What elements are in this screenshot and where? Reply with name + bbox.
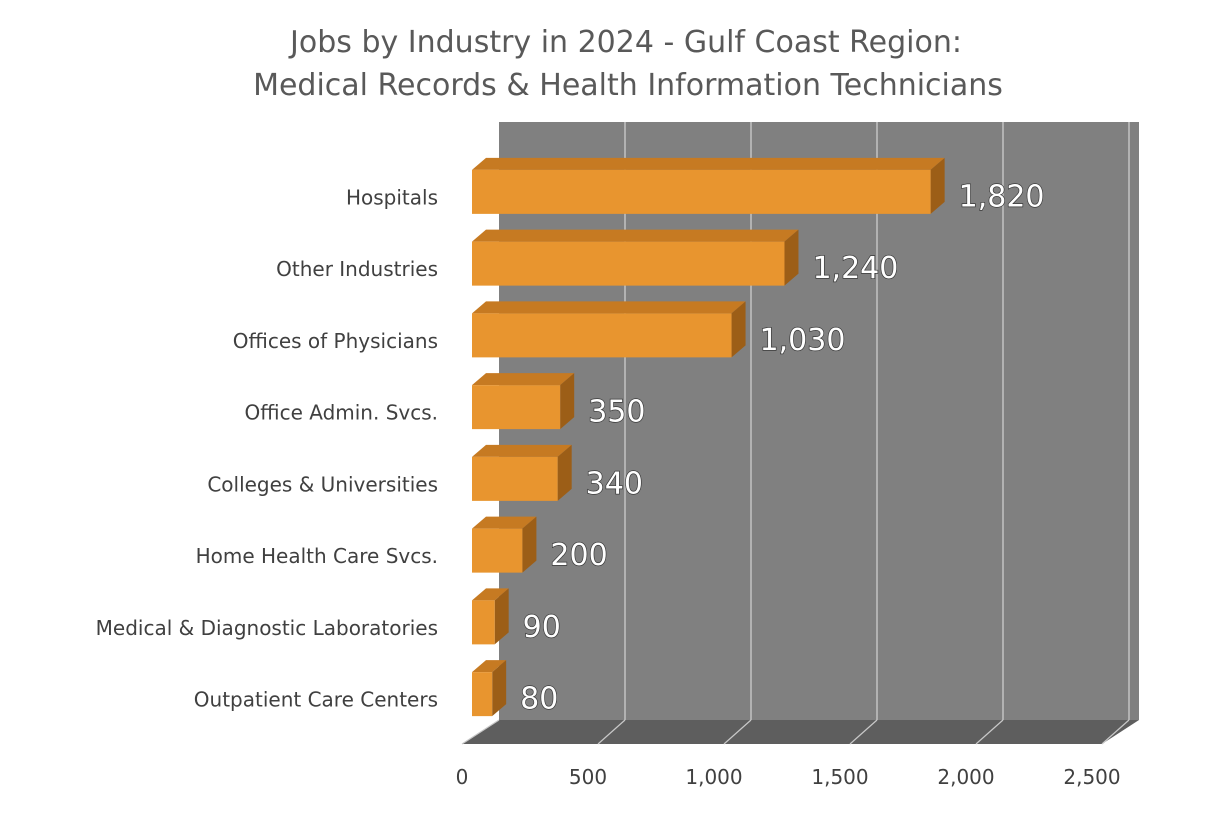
data-label: 1,030 (760, 323, 846, 358)
bar-side (494, 588, 509, 645)
x-tick-label: 2,000 (937, 765, 994, 789)
category-label: Home Health Care Svcs. (196, 544, 438, 568)
bar-top (472, 301, 746, 314)
data-label: 1,820 (959, 179, 1045, 214)
x-tick-label: 500 (569, 765, 607, 789)
data-label: 200 (550, 538, 607, 573)
data-label: 340 (586, 466, 643, 501)
category-label: Outpatient Care Centers (194, 688, 438, 712)
bar-top (472, 373, 575, 386)
bar-top (472, 444, 572, 457)
bar (472, 313, 732, 358)
category-label: Colleges & Universities (207, 472, 438, 496)
data-label: 90 (523, 610, 561, 645)
plot-area: 1,820 Hospitals 1,240 Other Industries 1,030… (96, 122, 1139, 789)
floor-gridline (597, 719, 626, 745)
category-label: Offices of Physicians (233, 329, 438, 353)
floor-gridline (849, 719, 878, 745)
bar (472, 600, 495, 645)
bar-top (472, 229, 799, 242)
x-tick-label: 1,000 (685, 765, 742, 789)
bar-side (492, 660, 507, 717)
bar-top (472, 660, 507, 673)
bar (472, 672, 493, 717)
x-tick-label: 0 (456, 765, 469, 789)
floor-gridline (461, 719, 500, 745)
bar-side (560, 373, 575, 430)
floor-gridline (723, 719, 752, 745)
bar (472, 385, 561, 430)
bar-side (522, 516, 537, 573)
chart-title-line-1: Jobs by Industry in 2024 - Gulf Coast Re… (288, 25, 962, 60)
data-label: 350 (588, 395, 645, 430)
bar (472, 456, 558, 501)
bar-top (472, 157, 945, 170)
chart-title-line-2: Medical Records & Health Information Tec… (253, 68, 1003, 103)
bar (472, 241, 785, 286)
x-tick-label: 2,500 (1063, 765, 1120, 789)
bar (472, 528, 523, 573)
bar-side (784, 229, 799, 286)
x-tick-label: 1,500 (811, 765, 868, 789)
data-label: 80 (520, 682, 558, 717)
category-label: Medical & Diagnostic Laboratories (96, 616, 438, 640)
floor (462, 720, 1139, 744)
bar (472, 169, 931, 214)
floor-gridline (975, 719, 1004, 745)
category-label: Hospitals (346, 185, 438, 209)
floor-gridline (1101, 719, 1130, 745)
bar-side (731, 301, 746, 358)
bar-top (472, 516, 537, 529)
category-label: Office Admin. Svcs. (245, 401, 439, 425)
bar-side (930, 157, 945, 214)
data-label: 1,240 (812, 251, 898, 286)
bar-top (472, 588, 509, 601)
category-label: Other Industries (276, 257, 438, 281)
bar-side (557, 444, 572, 501)
